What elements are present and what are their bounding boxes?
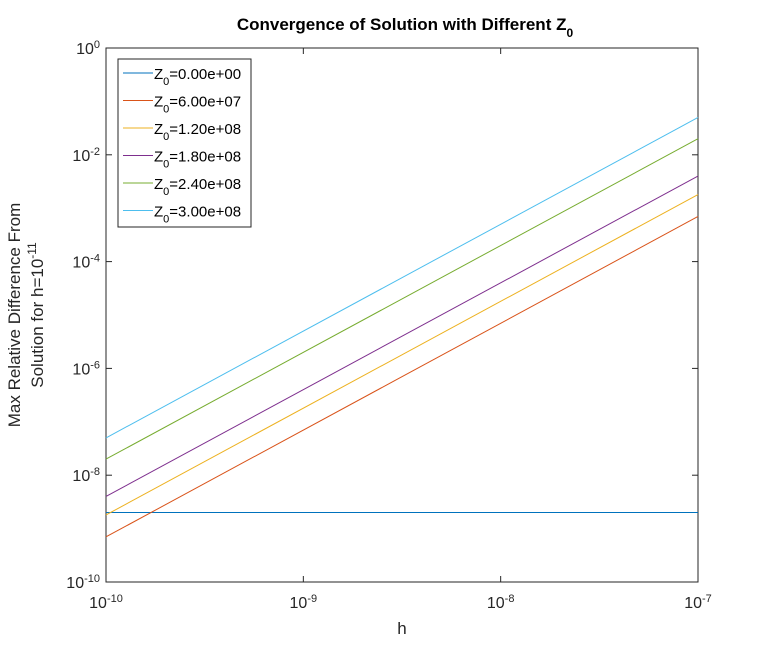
legend-label-0: Z0=0.00e+00 (154, 66, 241, 88)
x-axis-label: h (397, 619, 406, 638)
y-axis-label-line1: Max Relative Difference From (5, 203, 24, 428)
series-line-3 (105, 175, 699, 497)
y-tick-label: 100 (76, 39, 100, 58)
legend-box (117, 58, 252, 228)
series-line-4 (105, 138, 699, 460)
legend-label-2: Z0=1.20e+08 (154, 121, 241, 143)
x-tick-label: 10-10 (89, 593, 123, 612)
tick-layer: 10-10 10-9 10-8 10-7 10-10 10-8 10-6 10-4 10-2 10… (66, 39, 711, 612)
series-line-1 (105, 216, 699, 538)
legend-label-5: Z0=3.00e+08 (154, 204, 241, 226)
y-tick-label: 10-4 (72, 253, 100, 272)
series-line-2 (105, 194, 699, 516)
legend-label-3: Z0=1.80e+08 (154, 149, 241, 171)
y-axis-label: Max Relative Difference From Solution fo… (5, 203, 47, 428)
series-line-5 (105, 117, 699, 439)
y-tick-label: 10-6 (72, 359, 100, 378)
y-axis-label-line2: Solution for h=10-11 (25, 242, 47, 388)
series-layer (105, 117, 699, 538)
chart-title: Convergence of Solution with Different Z… (237, 15, 574, 40)
legend-label-4: Z0=2.40e+08 (154, 176, 241, 198)
legend-label-1: Z0=6.00e+07 (154, 94, 241, 116)
legend: Z0=0.00e+00 Z0=6.00e+07 Z0=1.20e+08 Z0=1.80… (117, 58, 252, 228)
y-tick-label: 10-8 (72, 466, 100, 485)
x-tick-label: 10-8 (487, 593, 515, 612)
y-tick-label: 10-10 (66, 573, 100, 592)
x-tick-label: 10-7 (684, 593, 712, 612)
y-tick-label: 10-2 (72, 146, 100, 165)
x-tick-label: 10-9 (290, 593, 318, 612)
